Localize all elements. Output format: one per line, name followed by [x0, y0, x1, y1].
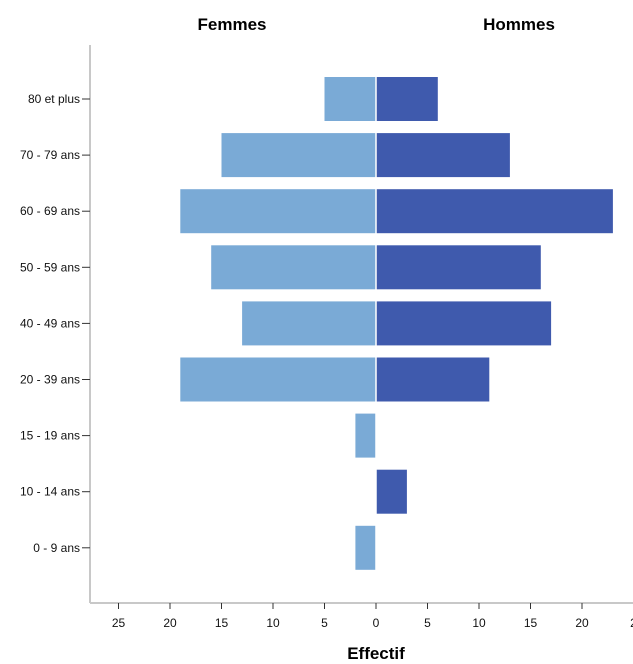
y-tick-label: 0 - 9 ans	[33, 541, 80, 555]
bar-hommes-10-14-ans	[376, 469, 407, 514]
bar-femmes-40-49-ans	[242, 301, 376, 346]
y-tick-label: 60 - 69 ans	[20, 204, 80, 218]
femmes-series-label: Femmes	[198, 15, 267, 34]
x-tick-label: 20	[575, 616, 589, 630]
bar-hommes-80-et-plus	[376, 77, 438, 121]
x-tick-label: 5	[321, 616, 328, 630]
bar-femmes-60-69-ans	[180, 189, 376, 234]
y-tick-label: 10 - 14 ans	[20, 485, 80, 499]
bar-femmes-0-9-ans	[355, 525, 376, 570]
y-tick-label: 40 - 49 ans	[20, 316, 80, 330]
bar-femmes-15-19-ans	[355, 413, 376, 458]
y-tick-label: 50 - 59 ans	[20, 260, 80, 274]
y-tick-label: 70 - 79 ans	[20, 148, 80, 162]
x-tick-label: 10	[472, 616, 486, 630]
bar-hommes-60-69-ans	[376, 189, 613, 234]
bar-femmes-20-39-ans	[180, 357, 376, 402]
bar-hommes-50-59-ans	[376, 245, 541, 290]
bar-femmes-80-et-plus	[324, 77, 376, 121]
x-tick-label: 5	[424, 616, 431, 630]
x-tick-label: 15	[215, 616, 229, 630]
bar-hommes-40-49-ans	[376, 301, 552, 346]
x-tick-label: 2	[630, 616, 633, 630]
x-axis-label: Effectif	[347, 644, 405, 663]
bar-femmes-70-79-ans	[221, 133, 376, 178]
hommes-series-label: Hommes	[483, 15, 555, 34]
bar-hommes-20-39-ans	[376, 357, 490, 402]
x-tick-label: 0	[373, 616, 380, 630]
x-tick-label: 25	[112, 616, 126, 630]
x-tick-label: 20	[163, 616, 177, 630]
bar-hommes-70-79-ans	[376, 133, 510, 178]
y-tick-label: 15 - 19 ans	[20, 429, 80, 443]
x-tick-label: 15	[524, 616, 538, 630]
x-tick-label: 10	[266, 616, 280, 630]
y-tick-label: 80 et plus	[28, 92, 80, 106]
bar-femmes-50-59-ans	[211, 245, 376, 290]
y-tick-label: 20 - 39 ans	[20, 373, 80, 387]
